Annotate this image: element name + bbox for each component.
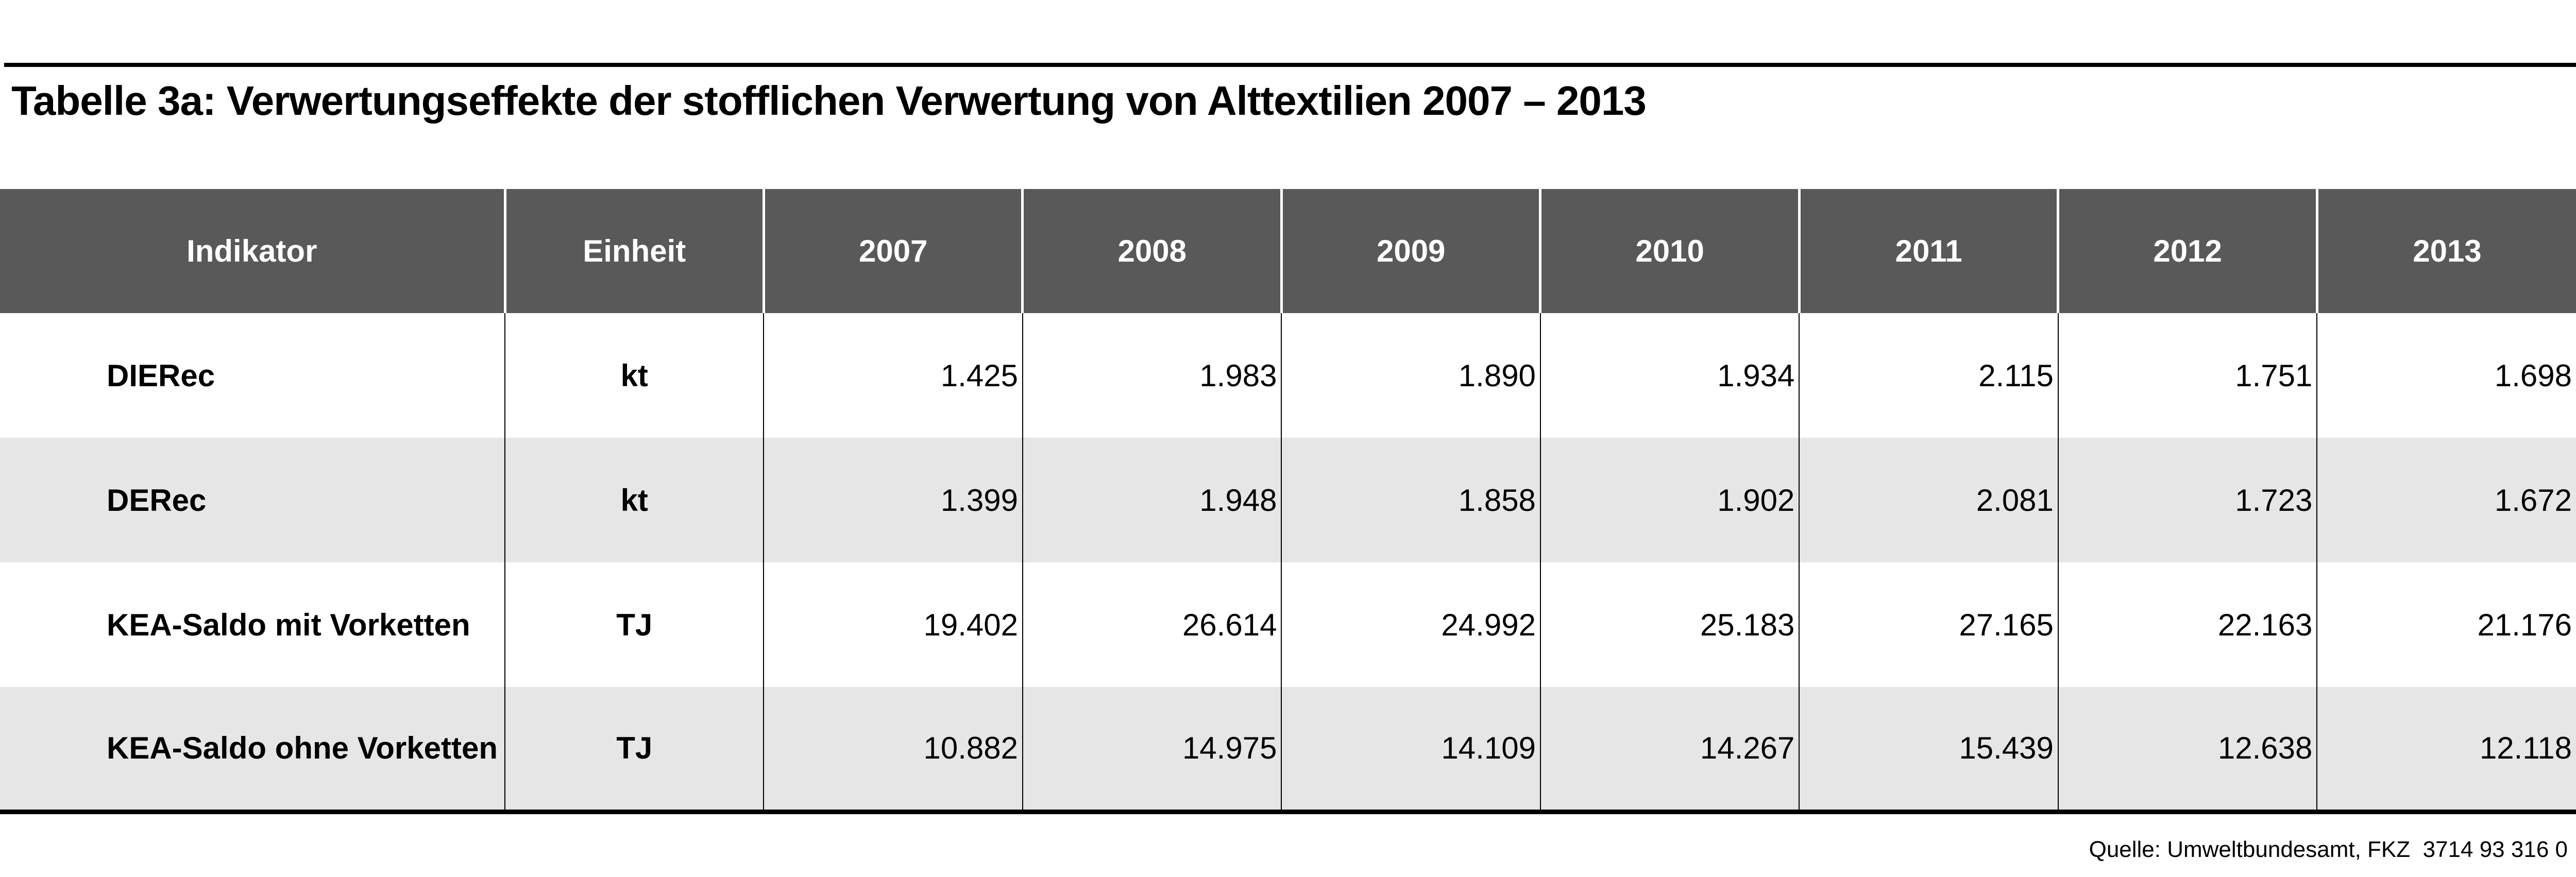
table-row: DERec kt 1.399 1.948 1.858 1.902 2.081 1.723 1.6… [0,438,2576,562]
value-cell: 14.267 [1539,687,1800,814]
value-cell: 1.902 [1539,438,1800,562]
value-cell: 27.165 [1799,562,2058,687]
top-rule [4,63,2576,67]
value-cell: 1.698 [2316,313,2576,438]
column-header: 2013 [2315,189,2576,313]
column-header: 2009 [1280,189,1540,313]
value-cell: 10.882 [763,687,1023,814]
value-cell: 2.115 [1799,313,2058,438]
table-row: DIERec kt 1.425 1.983 1.890 1.934 2.115 1.751 1.… [0,313,2576,438]
value-cell: 21.176 [2316,562,2576,687]
unit-cell: kt [504,438,764,562]
column-header: Indikator [0,189,505,313]
value-cell: 14.109 [1281,687,1540,814]
value-cell: 1.672 [2316,438,2576,562]
value-cell: 24.992 [1281,562,1540,687]
table-row: KEA-Saldo ohne Vorketten TJ 10.882 14.975 14… [0,687,2576,814]
column-header: 2008 [1021,189,1282,313]
table-title: Tabelle 3a: Verwertungseffekte der stoff… [11,78,1647,124]
column-header: 2012 [2057,189,2317,313]
value-cell: 1.890 [1281,313,1540,438]
value-cell: 22.163 [2057,562,2317,687]
table-container: Indikator Einheit 2007 2008 2009 2010 2011 2012… [0,189,2576,814]
unit-cell: TJ [504,687,764,814]
indicator-cell: DIERec [107,358,215,393]
value-cell: 12.118 [2316,687,2576,814]
value-cell: 1.858 [1281,438,1540,562]
value-cell: 26.614 [1022,562,1282,687]
table-row: KEA-Saldo mit Vorketten TJ 19.402 26.614 24.… [0,562,2576,687]
indicator-cell: KEA-Saldo mit Vorketten [107,607,470,642]
value-cell: 25.183 [1539,562,1800,687]
value-cell: 1.723 [2057,438,2317,562]
value-cell: 19.402 [763,562,1023,687]
value-cell: 1.948 [1022,438,1282,562]
column-header: Einheit [503,189,764,313]
value-cell: 15.439 [1799,687,2058,814]
column-header: 2007 [762,189,1023,313]
value-cell: 14.975 [1022,687,1282,814]
indicator-cell: DERec [0,438,505,562]
header-row: Indikator Einheit 2007 2008 2009 2010 2011 2012… [0,189,2576,313]
value-cell: 1.425 [763,313,1023,438]
value-cell: 1.399 [763,438,1023,562]
column-header: 2010 [1539,189,1800,313]
unit-cell: TJ [504,562,764,687]
data-table: Indikator Einheit 2007 2008 2009 2010 2011 2012… [0,189,2576,814]
unit-cell: kt [504,313,764,438]
value-cell: 12.638 [2057,687,2317,814]
value-cell: 1.751 [2057,313,2317,438]
source-note: Quelle: Umweltbundesamt, FKZ 3714 93 316… [2089,837,2568,862]
value-cell: 1.983 [1022,313,1282,438]
value-cell: 1.934 [1539,313,1800,438]
column-header: 2011 [1798,189,2058,313]
value-cell: 2.081 [1799,438,2058,562]
indicator-cell: KEA-Saldo ohne Vorketten [0,687,505,814]
